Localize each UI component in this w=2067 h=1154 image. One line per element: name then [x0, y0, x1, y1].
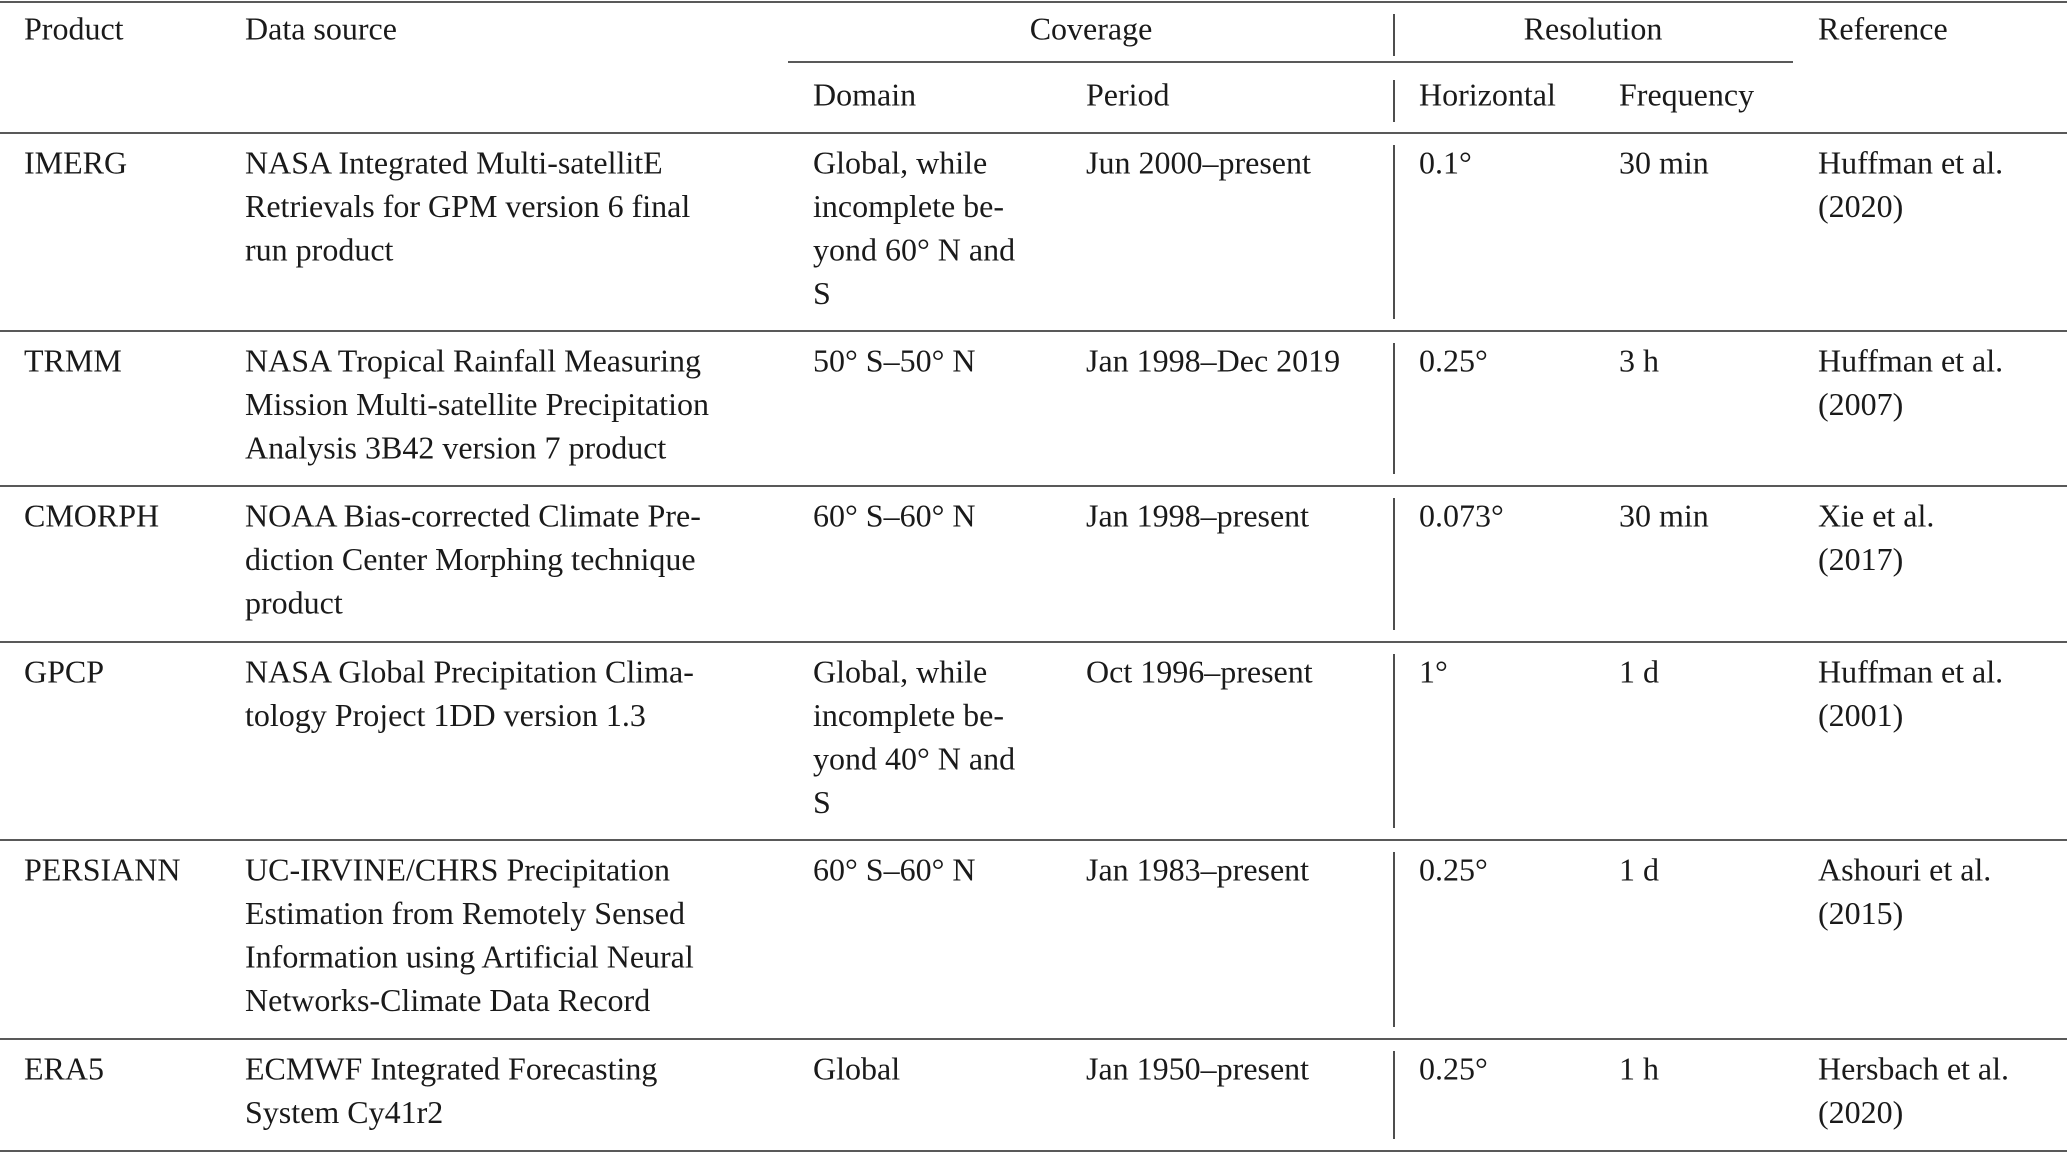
cell-text: 0.073° — [1419, 497, 1504, 533]
header: Frequency — [1619, 76, 1754, 112]
cell-text: Oct 1996–present — [1086, 653, 1313, 689]
cell-text: 60° S–60° N — [813, 851, 976, 887]
cell-text: Global, while — [813, 144, 987, 180]
cell-text: 30 min — [1619, 144, 1709, 180]
cell-text: Mission Multi-satellite Precipitation — [245, 386, 709, 422]
header: Reference — [1818, 10, 1948, 46]
header: Data source — [245, 10, 397, 46]
cell-text: 0.25° — [1419, 1050, 1488, 1086]
header: Product — [24, 10, 124, 46]
cell-text: Jun 2000–present — [1086, 144, 1311, 180]
header: Domain — [813, 76, 916, 112]
cell-text: Huffman et al. — [1818, 342, 2003, 378]
cell-text: NASA Global Precipitation Clima- — [245, 653, 694, 689]
cell-text: Jan 1998–present — [1086, 497, 1309, 533]
cell-text: (2015) — [1818, 895, 1903, 931]
cell-text: yond 40° N and — [813, 740, 1015, 776]
cell-text: diction Center Morphing technique — [245, 541, 696, 577]
cell-text: NOAA Bias-corrected Climate Pre- — [245, 497, 701, 533]
cell-text: PERSIANN — [24, 851, 180, 887]
cell-text: Estimation from Remotely Sensed — [245, 895, 685, 931]
cell-text: Global — [813, 1050, 900, 1086]
cell-text: 30 min — [1619, 497, 1709, 533]
cell-text: yond 60° N and — [813, 231, 1015, 267]
cell-text: Retrievals for GPM version 6 final — [245, 188, 690, 224]
cell-text: Analysis 3B42 version 7 product — [245, 429, 666, 465]
cell-text: 0.1° — [1419, 144, 1472, 180]
cell-text: incomplete be- — [813, 697, 1004, 733]
cell-text: IMERG — [24, 144, 127, 180]
cell-text: TRMM — [24, 342, 122, 378]
cell-text: Jan 1950–present — [1086, 1050, 1309, 1086]
cell-text: product — [245, 584, 343, 620]
cell-text: UC-IRVINE/CHRS Precipitation — [245, 851, 670, 887]
header: Horizontal — [1419, 76, 1556, 112]
cell-text: NASA Tropical Rainfall Measuring — [245, 342, 701, 378]
header: Resolution — [1524, 10, 1663, 46]
cell-text: ECMWF Integrated Forecasting — [245, 1050, 657, 1086]
cell-text: (2020) — [1818, 188, 1903, 224]
cell-text: Networks-Climate Data Record — [245, 982, 650, 1018]
cell-text: (2017) — [1818, 541, 1903, 577]
cell-text: Jan 1998–Dec 2019 — [1086, 342, 1340, 378]
cell-text: 1° — [1419, 653, 1448, 689]
cell-text: 0.25° — [1419, 342, 1488, 378]
cell-text: 1 d — [1619, 851, 1659, 887]
cell-text: Ashouri et al. — [1818, 851, 1991, 887]
cell-text: CMORPH — [24, 497, 159, 533]
cell-text: Huffman et al. — [1818, 653, 2003, 689]
cell-text: 60° S–60° N — [813, 497, 976, 533]
header: Period — [1086, 76, 1170, 112]
cell-text: NASA Integrated Multi-satellitE — [245, 144, 663, 180]
cell-text: (2001) — [1818, 697, 1903, 733]
cell-text: 1 h — [1619, 1050, 1659, 1086]
cell-text: GPCP — [24, 653, 104, 689]
header: Coverage — [1030, 10, 1153, 46]
cell-text: ERA5 — [24, 1050, 104, 1086]
cell-text: incomplete be- — [813, 188, 1004, 224]
cell-text: Global, while — [813, 653, 987, 689]
cell-text: Jan 1983–present — [1086, 851, 1309, 887]
cell-text: Xie et al. — [1818, 497, 1934, 533]
cell-text: 1 d — [1619, 653, 1659, 689]
cell-text: (2020) — [1818, 1094, 1903, 1130]
cell-text: tology Project 1DD version 1.3 — [245, 697, 646, 733]
cell-text: S — [813, 784, 831, 820]
cell-text: Huffman et al. — [1818, 144, 2003, 180]
cell-text: run product — [245, 231, 394, 267]
cell-text: Information using Artificial Neural — [245, 938, 694, 974]
cell-text: 50° S–50° N — [813, 342, 976, 378]
cell-text: System Cy41r2 — [245, 1094, 443, 1130]
cell-text: 3 h — [1619, 342, 1659, 378]
cell-text: S — [813, 275, 831, 311]
cell-text: Hersbach et al. — [1818, 1050, 2009, 1086]
cell-text: 0.25° — [1419, 851, 1488, 887]
cell-text: (2007) — [1818, 386, 1903, 422]
